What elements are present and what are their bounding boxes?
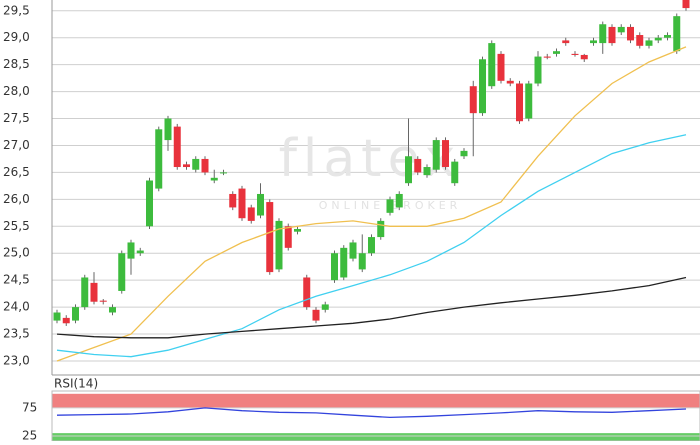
candle-body xyxy=(146,180,153,227)
y-tick-label: 29,5 xyxy=(3,3,30,17)
line xyxy=(56,407,687,419)
candle-body xyxy=(645,40,653,46)
y-tick-label: 23,0 xyxy=(3,353,30,367)
candle-body xyxy=(580,54,588,60)
y-tick-label: 27,5 xyxy=(3,111,30,125)
candle-body xyxy=(479,59,486,114)
candle-body xyxy=(442,140,449,168)
candle-body xyxy=(90,282,98,302)
marks-layer xyxy=(53,0,690,419)
watermark: flatex xyxy=(279,129,462,189)
candle-body xyxy=(183,164,190,168)
candle-body xyxy=(192,158,200,170)
candle-body xyxy=(284,226,292,248)
line xyxy=(56,276,687,339)
candle-body xyxy=(562,40,570,44)
candle-body xyxy=(303,277,311,308)
candle-body xyxy=(664,35,671,38)
candle-body xyxy=(654,37,662,41)
candle-body xyxy=(469,86,477,114)
y-tick-label: 25,5 xyxy=(3,219,30,233)
candle-body xyxy=(340,247,348,278)
candle-body xyxy=(266,202,274,273)
candle-body xyxy=(534,56,542,84)
candle-body xyxy=(368,237,375,254)
candle-body xyxy=(432,140,440,170)
candle-body xyxy=(238,188,246,219)
candle-body xyxy=(62,317,70,324)
y-tick-label: 28,5 xyxy=(3,57,30,71)
candle-body xyxy=(377,220,385,238)
candle-body xyxy=(99,300,107,302)
candle-body xyxy=(294,228,301,232)
candle-body xyxy=(414,158,422,173)
candle-body xyxy=(506,80,514,84)
candle-body xyxy=(220,172,227,174)
y-tick-label: 28,0 xyxy=(3,84,30,98)
candle-body xyxy=(164,118,172,141)
candle-body xyxy=(358,253,366,270)
candle-body xyxy=(599,24,607,44)
candle-body xyxy=(109,307,116,313)
y-tick-label: 25 xyxy=(22,428,37,441)
candle-body xyxy=(136,250,144,254)
candle-body xyxy=(423,167,431,176)
candle-body xyxy=(331,253,338,281)
candle-body xyxy=(257,193,264,216)
candle-body xyxy=(451,161,459,184)
candle-body xyxy=(201,158,209,173)
candle-body xyxy=(608,26,616,44)
y-tick-label: 25,0 xyxy=(3,246,30,260)
candle-body xyxy=(72,307,79,321)
candle-body xyxy=(321,304,329,310)
candle-body xyxy=(247,207,255,221)
candle-body xyxy=(553,51,560,54)
candle-body xyxy=(571,53,579,55)
candle-body xyxy=(627,26,634,41)
y-tick-label: 23,5 xyxy=(3,327,30,341)
candle-body xyxy=(405,156,412,184)
candle-body xyxy=(543,56,551,58)
candle-body xyxy=(497,53,505,81)
candle-body xyxy=(395,193,403,208)
y-tick-label: 26,5 xyxy=(3,165,30,179)
rsi-title: RSI(14) xyxy=(54,377,98,391)
y-tick-label: 75 xyxy=(22,400,37,414)
candle-body xyxy=(636,35,644,46)
y-tick-label: 24,0 xyxy=(3,300,30,314)
candle-body xyxy=(488,43,496,87)
candle-body xyxy=(210,177,218,181)
candle-body xyxy=(118,253,126,291)
candle-body xyxy=(516,83,523,122)
candle-body xyxy=(81,277,89,308)
y-tick-label: 24,5 xyxy=(3,273,30,287)
y-tick-label: 26,0 xyxy=(3,192,30,206)
line xyxy=(56,134,687,358)
y-tick-label: 27,0 xyxy=(3,138,30,152)
candle-body xyxy=(386,199,394,213)
line xyxy=(56,46,687,362)
candle-body xyxy=(525,83,533,119)
candle-body xyxy=(275,220,283,270)
band xyxy=(52,393,700,408)
candle-body xyxy=(349,242,357,259)
candle-body xyxy=(460,150,468,157)
candle-body xyxy=(127,242,135,259)
candle-body xyxy=(312,309,320,321)
candle-body xyxy=(53,312,61,321)
candle-body xyxy=(673,16,681,52)
candle-body xyxy=(229,193,237,208)
candle-body xyxy=(173,126,181,168)
candle-body xyxy=(617,26,625,33)
candle-body xyxy=(682,0,690,9)
band xyxy=(52,433,700,441)
candle-body xyxy=(590,40,597,44)
y-tick-label: 29,0 xyxy=(3,30,30,44)
candle-body xyxy=(155,129,163,189)
